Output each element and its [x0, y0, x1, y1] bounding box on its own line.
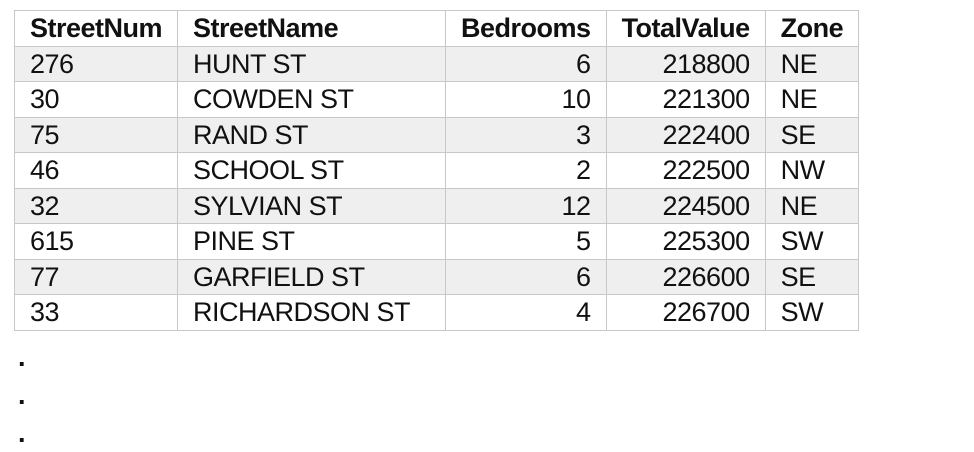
column-header-streetnum: StreetNum: [13, 10, 179, 47]
column-header-zone: Zone: [764, 10, 860, 47]
cell-totalvalue: 225300: [605, 223, 766, 260]
table-row: 32 SYLVIAN ST 12 224500 NE: [13, 187, 860, 224]
cell-totalvalue: 226700: [605, 294, 766, 331]
cell-zone: SE: [764, 116, 860, 153]
table-header-row: StreetNum StreetName Bedrooms TotalValue…: [13, 10, 860, 47]
cell-streetname: RAND ST: [177, 116, 447, 153]
cell-streetname: GARFIELD ST: [177, 258, 447, 295]
cell-streetnum: 46: [13, 152, 179, 189]
cell-totalvalue: 226600: [605, 258, 766, 295]
cell-streetnum: 75: [13, 116, 179, 153]
table-row: 75 RAND ST 3 222400 SE: [13, 116, 860, 153]
table-row: 276 HUNT ST 6 218800 NE: [13, 45, 860, 82]
cell-streetname: RICHARDSON ST: [177, 294, 447, 331]
cell-zone: NE: [764, 187, 860, 224]
continuation-dots: . . .: [18, 338, 26, 452]
data-table: StreetNum StreetName Bedrooms TotalValue…: [13, 10, 860, 331]
cell-zone: SE: [764, 258, 860, 295]
cell-streetnum: 77: [13, 258, 179, 295]
cell-streetname: COWDEN ST: [177, 81, 447, 118]
cell-streetnum: 615: [13, 223, 179, 260]
cell-bedrooms: 5: [445, 223, 607, 260]
cell-totalvalue: 224500: [605, 187, 766, 224]
cell-streetname: SCHOOL ST: [177, 152, 447, 189]
table-row: 30 COWDEN ST 10 221300 NE: [13, 81, 860, 118]
table-row: 615 PINE ST 5 225300 SW: [13, 223, 860, 260]
continuation-dot: .: [18, 380, 26, 410]
cell-streetnum: 33: [13, 294, 179, 331]
cell-zone: SW: [764, 294, 860, 331]
cell-streetname: PINE ST: [177, 223, 447, 260]
cell-totalvalue: 218800: [605, 45, 766, 82]
cell-totalvalue: 222500: [605, 152, 766, 189]
column-header-bedrooms: Bedrooms: [445, 10, 607, 47]
column-header-totalvalue: TotalValue: [605, 10, 766, 47]
cell-streetname: SYLVIAN ST: [177, 187, 447, 224]
cell-bedrooms: 10: [445, 81, 607, 118]
cell-streetname: HUNT ST: [177, 45, 447, 82]
cell-bedrooms: 2: [445, 152, 607, 189]
continuation-dot: .: [18, 418, 26, 448]
cell-bedrooms: 12: [445, 187, 607, 224]
cell-totalvalue: 222400: [605, 116, 766, 153]
cell-streetnum: 30: [13, 81, 179, 118]
cell-streetnum: 276: [13, 45, 179, 82]
cell-bedrooms: 6: [445, 258, 607, 295]
cell-zone: NW: [764, 152, 860, 189]
cell-zone: NE: [764, 81, 860, 118]
cell-bedrooms: 3: [445, 116, 607, 153]
cell-bedrooms: 4: [445, 294, 607, 331]
cell-zone: NE: [764, 45, 860, 82]
cell-totalvalue: 221300: [605, 81, 766, 118]
continuation-dot: .: [18, 342, 26, 372]
table-row: 46 SCHOOL ST 2 222500 NW: [13, 152, 860, 189]
table-row: 33 RICHARDSON ST 4 226700 SW: [13, 294, 860, 331]
column-header-streetname: StreetName: [177, 10, 447, 47]
cell-streetnum: 32: [13, 187, 179, 224]
table-row: 77 GARFIELD ST 6 226600 SE: [13, 258, 860, 295]
cell-bedrooms: 6: [445, 45, 607, 82]
cell-zone: SW: [764, 223, 860, 260]
